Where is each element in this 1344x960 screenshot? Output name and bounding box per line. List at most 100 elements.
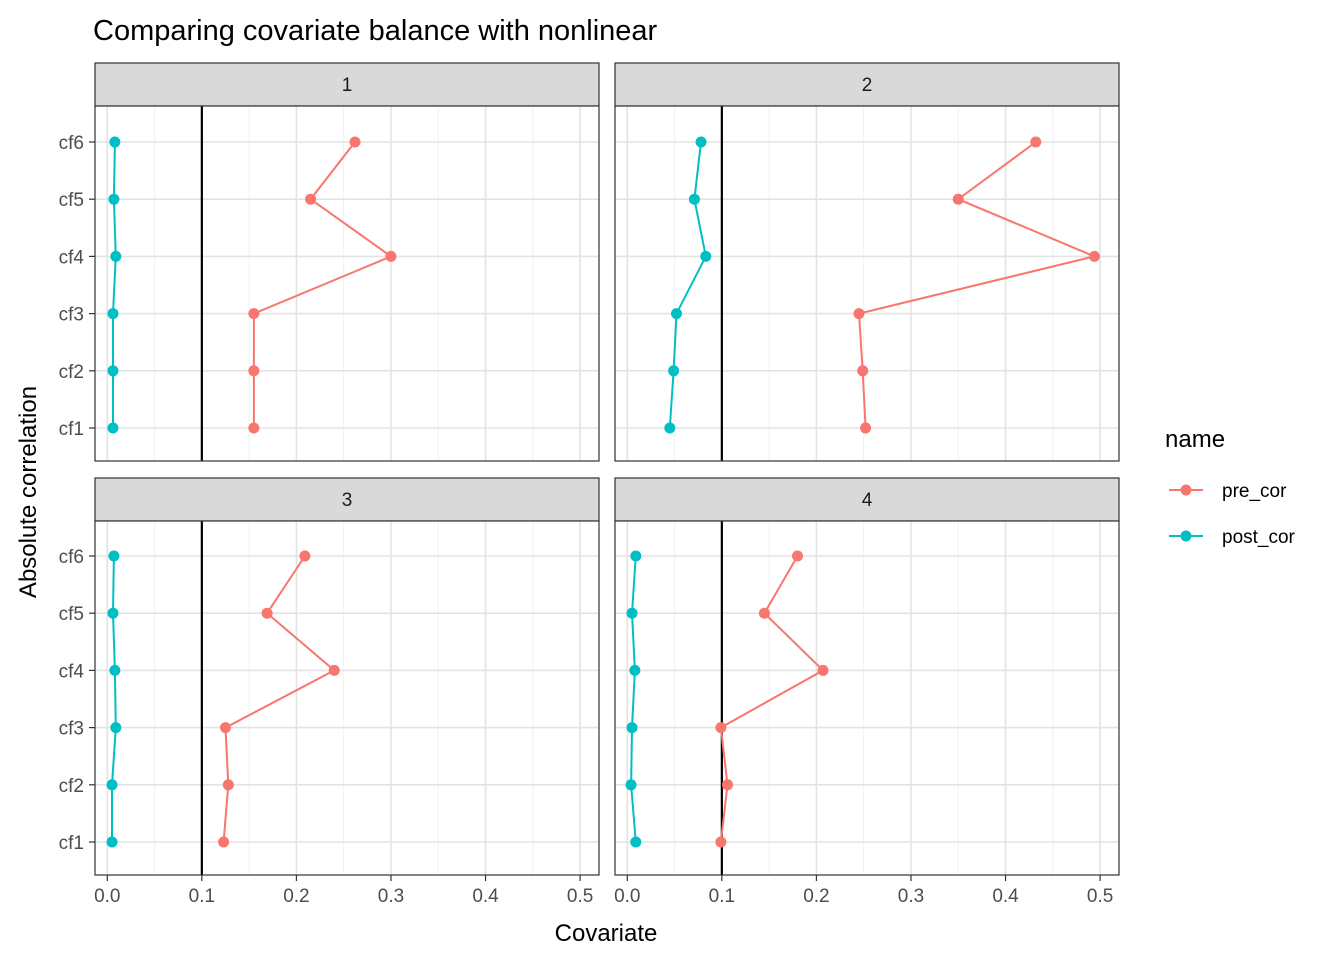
data-point-pre_cor bbox=[758, 607, 770, 619]
data-point-pre_cor bbox=[722, 779, 734, 791]
facet-strip bbox=[614, 62, 1120, 107]
data-point-post_cor bbox=[110, 722, 122, 734]
data-point-pre_cor bbox=[349, 136, 361, 148]
chart-title: Comparing covariate balance with nonline… bbox=[93, 15, 658, 47]
data-point-post_cor bbox=[626, 722, 638, 734]
data-point-post_cor bbox=[107, 365, 119, 377]
series-line-post_cor bbox=[630, 555, 637, 843]
facet-panel: 3 cf1 cf2 cf3 cf4 cf5 cf6 0.0 0.1 0.2 0.3 0.4 0.5 bbox=[59, 477, 600, 907]
data-point-pre_cor bbox=[222, 779, 234, 791]
data-point-post_cor bbox=[106, 836, 118, 848]
data-point-post_cor bbox=[695, 136, 707, 148]
x-tick-label: 0.1 bbox=[709, 886, 735, 907]
y-axis-title: Absolute correlation bbox=[15, 386, 42, 598]
data-point-pre_cor bbox=[248, 422, 260, 434]
x-tick-label: 0.1 bbox=[189, 886, 215, 907]
x-tick-label: 0.2 bbox=[283, 886, 309, 907]
data-point-post_cor bbox=[107, 308, 119, 320]
y-tick-label: cf1 bbox=[59, 419, 84, 440]
x-tick-label: 0.2 bbox=[803, 886, 829, 907]
data-point-post_cor bbox=[670, 308, 682, 320]
x-axis-title: Covariate bbox=[555, 920, 658, 947]
panel-border bbox=[94, 105, 600, 462]
data-point-post_cor bbox=[625, 779, 637, 791]
legend: name pre_cor post_cor bbox=[1165, 426, 1296, 548]
series-line-pre_cor bbox=[222, 555, 336, 843]
series-line-post_cor bbox=[111, 555, 117, 842]
x-tick-label: 0.0 bbox=[614, 886, 640, 907]
facet-panel: 4 0.0 0.1 0.2 0.3 0.4 0.5 bbox=[614, 477, 1120, 907]
data-point-pre_cor bbox=[1030, 136, 1042, 148]
data-point-pre_cor bbox=[817, 664, 829, 676]
data-point-post_cor bbox=[109, 664, 121, 676]
y-tick-label: cf5 bbox=[59, 604, 84, 625]
x-tick-label: 0.5 bbox=[1087, 886, 1113, 907]
y-tick-label: cf3 bbox=[59, 305, 84, 326]
data-point-post_cor bbox=[106, 779, 118, 791]
plot-background bbox=[615, 106, 1119, 461]
series-line-post_cor bbox=[668, 141, 707, 429]
y-tick-label: cf5 bbox=[59, 190, 84, 211]
data-point-pre_cor bbox=[328, 664, 340, 676]
data-point-post_cor bbox=[626, 607, 638, 619]
y-tick-label: cf2 bbox=[59, 776, 84, 797]
data-point-pre_cor bbox=[715, 722, 727, 734]
data-point-post_cor bbox=[688, 193, 700, 205]
plot-background bbox=[95, 521, 599, 875]
facet-strip bbox=[94, 477, 600, 522]
data-point-pre_cor bbox=[248, 365, 260, 377]
panel-border bbox=[94, 520, 600, 876]
series-line-pre_cor bbox=[719, 555, 825, 843]
plot-background bbox=[95, 106, 599, 461]
legend-label: pre_cor bbox=[1222, 481, 1287, 502]
data-point-pre_cor bbox=[261, 607, 273, 619]
data-point-post_cor bbox=[664, 422, 676, 434]
y-tick-label: cf6 bbox=[59, 547, 84, 568]
data-point-post_cor bbox=[110, 250, 122, 262]
x-tick-label: 0.4 bbox=[992, 886, 1019, 907]
data-point-post_cor bbox=[108, 550, 120, 562]
data-point-pre_cor bbox=[860, 422, 872, 434]
y-tick-label: cf6 bbox=[59, 133, 84, 154]
x-tick-label: 0.5 bbox=[567, 886, 593, 907]
data-point-pre_cor bbox=[305, 193, 317, 205]
facet-panels: 1 cf1 cf2 cf3 cf4 cf5 cf6 2 3 cf1 cf2 cf3 cf4 cf5 cf6 0… bbox=[59, 62, 1120, 907]
data-point-pre_cor bbox=[248, 308, 260, 320]
data-point-pre_cor bbox=[219, 722, 231, 734]
data-point-pre_cor bbox=[299, 550, 311, 562]
x-tick-label: 0.3 bbox=[378, 886, 404, 907]
legend-label: post_cor bbox=[1222, 527, 1296, 548]
series-line-post_cor bbox=[112, 141, 117, 428]
facet-label: 1 bbox=[342, 75, 353, 96]
facet-strip bbox=[614, 477, 1120, 522]
y-tick-label: cf4 bbox=[59, 247, 85, 268]
data-point-post_cor bbox=[108, 193, 120, 205]
y-tick-label: cf1 bbox=[59, 833, 84, 854]
y-tick-label: cf2 bbox=[59, 362, 84, 383]
legend-title: name bbox=[1165, 426, 1225, 453]
data-point-pre_cor bbox=[853, 308, 865, 320]
data-point-post_cor bbox=[668, 365, 680, 377]
data-point-post_cor bbox=[629, 664, 641, 676]
data-point-post_cor bbox=[107, 607, 119, 619]
data-point-post_cor bbox=[630, 550, 642, 562]
data-point-post_cor bbox=[630, 836, 642, 848]
data-point-pre_cor bbox=[952, 193, 964, 205]
data-point-post_cor bbox=[109, 136, 121, 148]
data-point-pre_cor bbox=[385, 250, 397, 262]
legend-key-point bbox=[1180, 484, 1192, 496]
x-tick-label: 0.3 bbox=[898, 886, 924, 907]
y-tick-label: cf3 bbox=[59, 719, 84, 740]
x-tick-label: 0.0 bbox=[94, 886, 120, 907]
facet-panel: 2 bbox=[614, 62, 1120, 462]
data-point-post_cor bbox=[700, 250, 712, 262]
data-point-pre_cor bbox=[1088, 250, 1100, 262]
legend-key-point bbox=[1180, 530, 1192, 542]
facet-label: 2 bbox=[862, 75, 873, 96]
data-point-pre_cor bbox=[857, 365, 869, 377]
panel-border bbox=[614, 520, 1120, 876]
facet-panel: 1 cf1 cf2 cf3 cf4 cf5 cf6 bbox=[59, 62, 600, 462]
series-line-pre_cor bbox=[252, 141, 394, 428]
data-point-post_cor bbox=[107, 422, 119, 434]
